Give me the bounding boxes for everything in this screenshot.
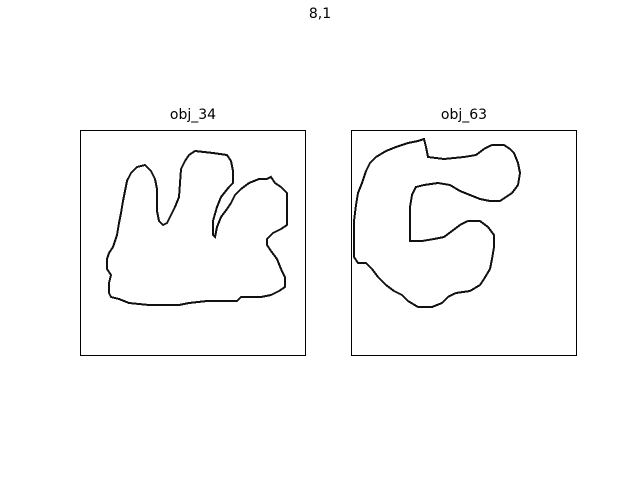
panel-obj-34: [80, 130, 306, 356]
panel-obj-63: [351, 130, 577, 356]
panel-title-obj-34: obj_34: [169, 107, 217, 123]
panel-title-obj-63: obj_63: [440, 107, 488, 123]
shape-outline-obj-34: [106, 149, 288, 306]
shape-outline-obj-63: [353, 137, 522, 308]
figure-title: 8,1: [308, 6, 332, 22]
